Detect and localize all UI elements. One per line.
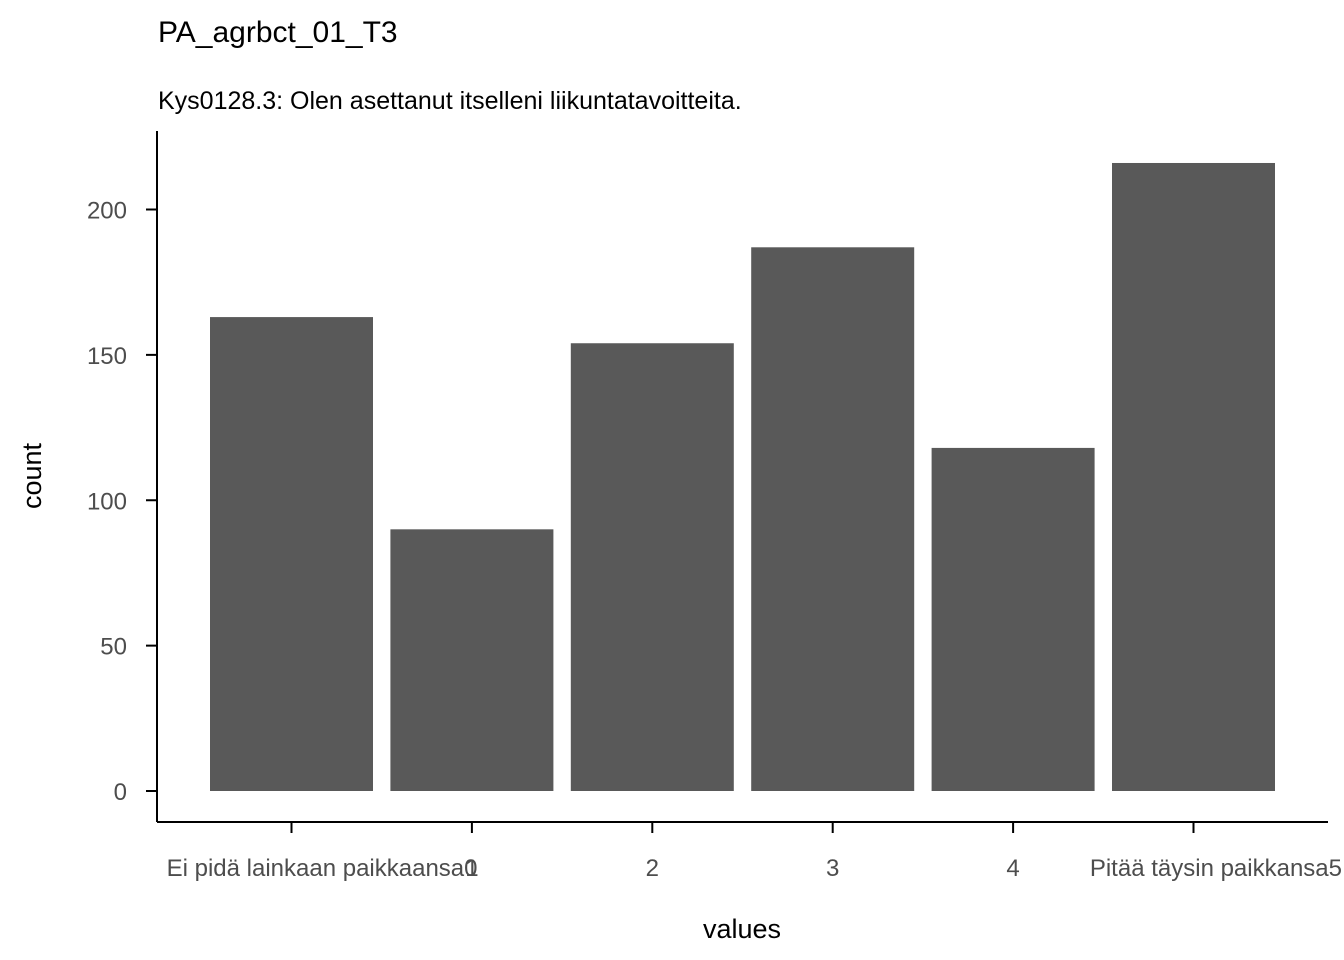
chart-subtitle: Kys0128.3: Olen asettanut itselleni liik… [158,87,742,115]
y-axis-title: count [17,442,47,509]
x-tick-label: Ei pidä lainkaan paikkaansa0 [167,855,478,882]
x-tick-label: 3 [826,855,839,882]
y-tick-label: 200 [87,198,127,225]
y-tick-label: 0 [114,779,127,806]
x-tick-label: Pitää täysin paikkansa5 [1090,855,1342,882]
bar-0 [210,317,373,791]
bar-5 [1112,162,1275,792]
y-axis-ticks: 0 50 100 150 200 [87,198,157,806]
x-axis-title: values [703,914,781,944]
y-tick-label: 50 [100,634,127,661]
chart-title: PA_agrbct_01_T3 [158,16,398,49]
x-tick-label: 2 [646,855,659,882]
bar-3 [751,247,915,792]
bar-2 [570,343,734,791]
x-tick-label: 4 [1006,855,1019,882]
bars-group [210,162,1275,792]
y-tick-label: 150 [87,343,127,370]
y-tick-label: 100 [87,488,127,515]
bar-1 [390,529,554,791]
bar-4 [931,447,1095,791]
x-tick-label: 1 [465,855,478,882]
